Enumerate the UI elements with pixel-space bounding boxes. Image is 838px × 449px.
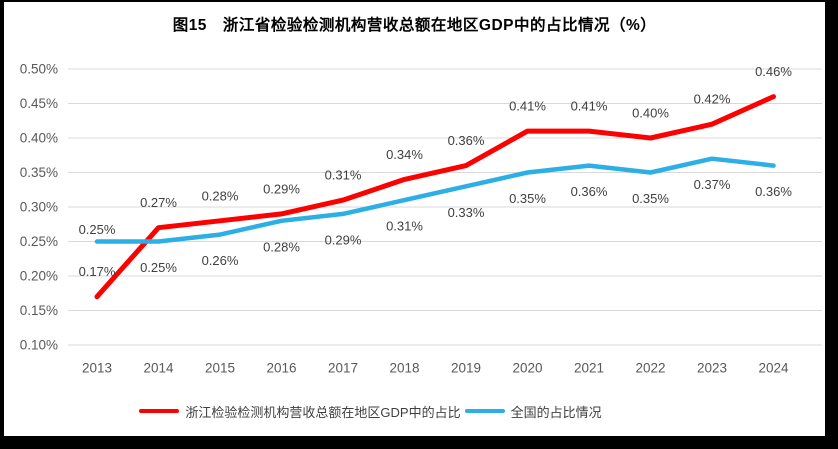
chart-legend: 浙江检验检测机构营收总额在地区GDP中的占比 全国的占比情况: [4, 401, 825, 421]
data-label: 0.17%: [79, 264, 116, 279]
x-axis-tick-label: 2018: [389, 361, 419, 376]
data-label: 0.34%: [386, 147, 423, 162]
data-label: 0.40%: [632, 106, 669, 121]
data-label: 0.35%: [632, 191, 669, 206]
data-label: 0.25%: [79, 222, 116, 237]
y-axis-tick-label: 0.45%: [20, 96, 58, 111]
x-axis-tick-label: 2022: [635, 361, 665, 376]
x-axis-tick-label: 2024: [758, 361, 789, 376]
chart-title: 图15 浙江省检验检测机构营收总额在地区GDP中的占比情况（%）: [172, 17, 657, 34]
x-axis-tick-label: 2014: [143, 361, 174, 376]
x-axis-tick-label: 2013: [82, 361, 112, 376]
y-axis-tick-label: 0.25%: [20, 234, 58, 249]
legend-item-zhejiang: 浙江检验检测机构营收总额在地区GDP中的占比: [139, 402, 461, 421]
line-chart: 0.10% 0.15% 0.20% 0.25% 0.30% 0.35% 0.40% 0.45%…: [20, 62, 822, 376]
series-line-0: [94, 94, 776, 300]
data-label: 0.41%: [571, 99, 608, 114]
y-axis-tick-label: 0.35%: [20, 165, 58, 180]
data-label: 0.46%: [755, 64, 792, 79]
data-label: 0.31%: [325, 168, 362, 183]
data-label: 0.42%: [694, 92, 731, 107]
data-label: 0.26%: [202, 253, 239, 268]
x-axis-tick-label: 2020: [512, 361, 542, 376]
data-label: 0.28%: [263, 239, 300, 254]
x-axis-tick-label: 2016: [266, 361, 296, 376]
data-label: 0.35%: [509, 191, 546, 206]
x-axis-tick-label: 2021: [574, 361, 604, 376]
y-axis-tick-label: 0.10%: [20, 338, 58, 353]
data-label: 0.27%: [140, 195, 177, 210]
data-label: 0.41%: [509, 99, 546, 114]
data-label: 0.28%: [202, 188, 239, 203]
chart-canvas: 图15 浙江省检验检测机构营收总额在地区GDP中的占比情况（%） 0.10% 0.…: [4, 2, 825, 436]
x-axis-tick-label: 2017: [328, 361, 358, 376]
legend-swatch-red-line-icon: [139, 409, 180, 413]
y-axis-tick-label: 0.50%: [20, 62, 58, 77]
data-label: 0.25%: [140, 260, 177, 275]
legend-label-zhejiang: 浙江检验检测机构营收总额在地区GDP中的占比: [185, 404, 461, 420]
y-axis-tick-label: 0.20%: [20, 269, 58, 284]
x-axis-tick-label: 2015: [205, 361, 235, 376]
legend-item-national: 全国的占比情况: [464, 402, 602, 421]
legend-swatch-blue-line-icon: [464, 409, 505, 413]
data-label: 0.37%: [694, 177, 731, 192]
data-label: 0.36%: [755, 184, 792, 199]
data-label: 0.36%: [448, 133, 485, 148]
series-line-1: [94, 156, 776, 244]
x-axis-tick-label: 2023: [697, 361, 727, 376]
data-label: 0.29%: [263, 181, 300, 196]
legend-label-national: 全国的占比情况: [510, 404, 602, 420]
x-axis-tick-label: 2019: [451, 361, 481, 376]
y-axis-tick-label: 0.40%: [20, 131, 58, 146]
data-label: 0.36%: [571, 184, 608, 199]
y-axis-tick-label: 0.15%: [20, 303, 58, 318]
y-axis-tick-label: 0.30%: [20, 200, 58, 215]
data-label: 0.29%: [325, 232, 362, 247]
data-label: 0.33%: [448, 205, 485, 220]
data-label: 0.31%: [386, 219, 423, 234]
